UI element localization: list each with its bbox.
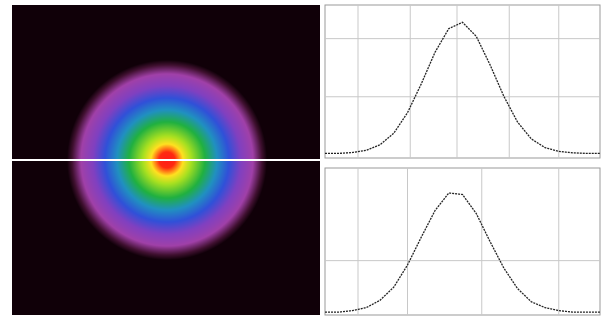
- plot-frame: [324, 4, 601, 159]
- profile-curve: [325, 192, 600, 313]
- plot-frame: [324, 167, 601, 316]
- profile-curve: [325, 21, 600, 155]
